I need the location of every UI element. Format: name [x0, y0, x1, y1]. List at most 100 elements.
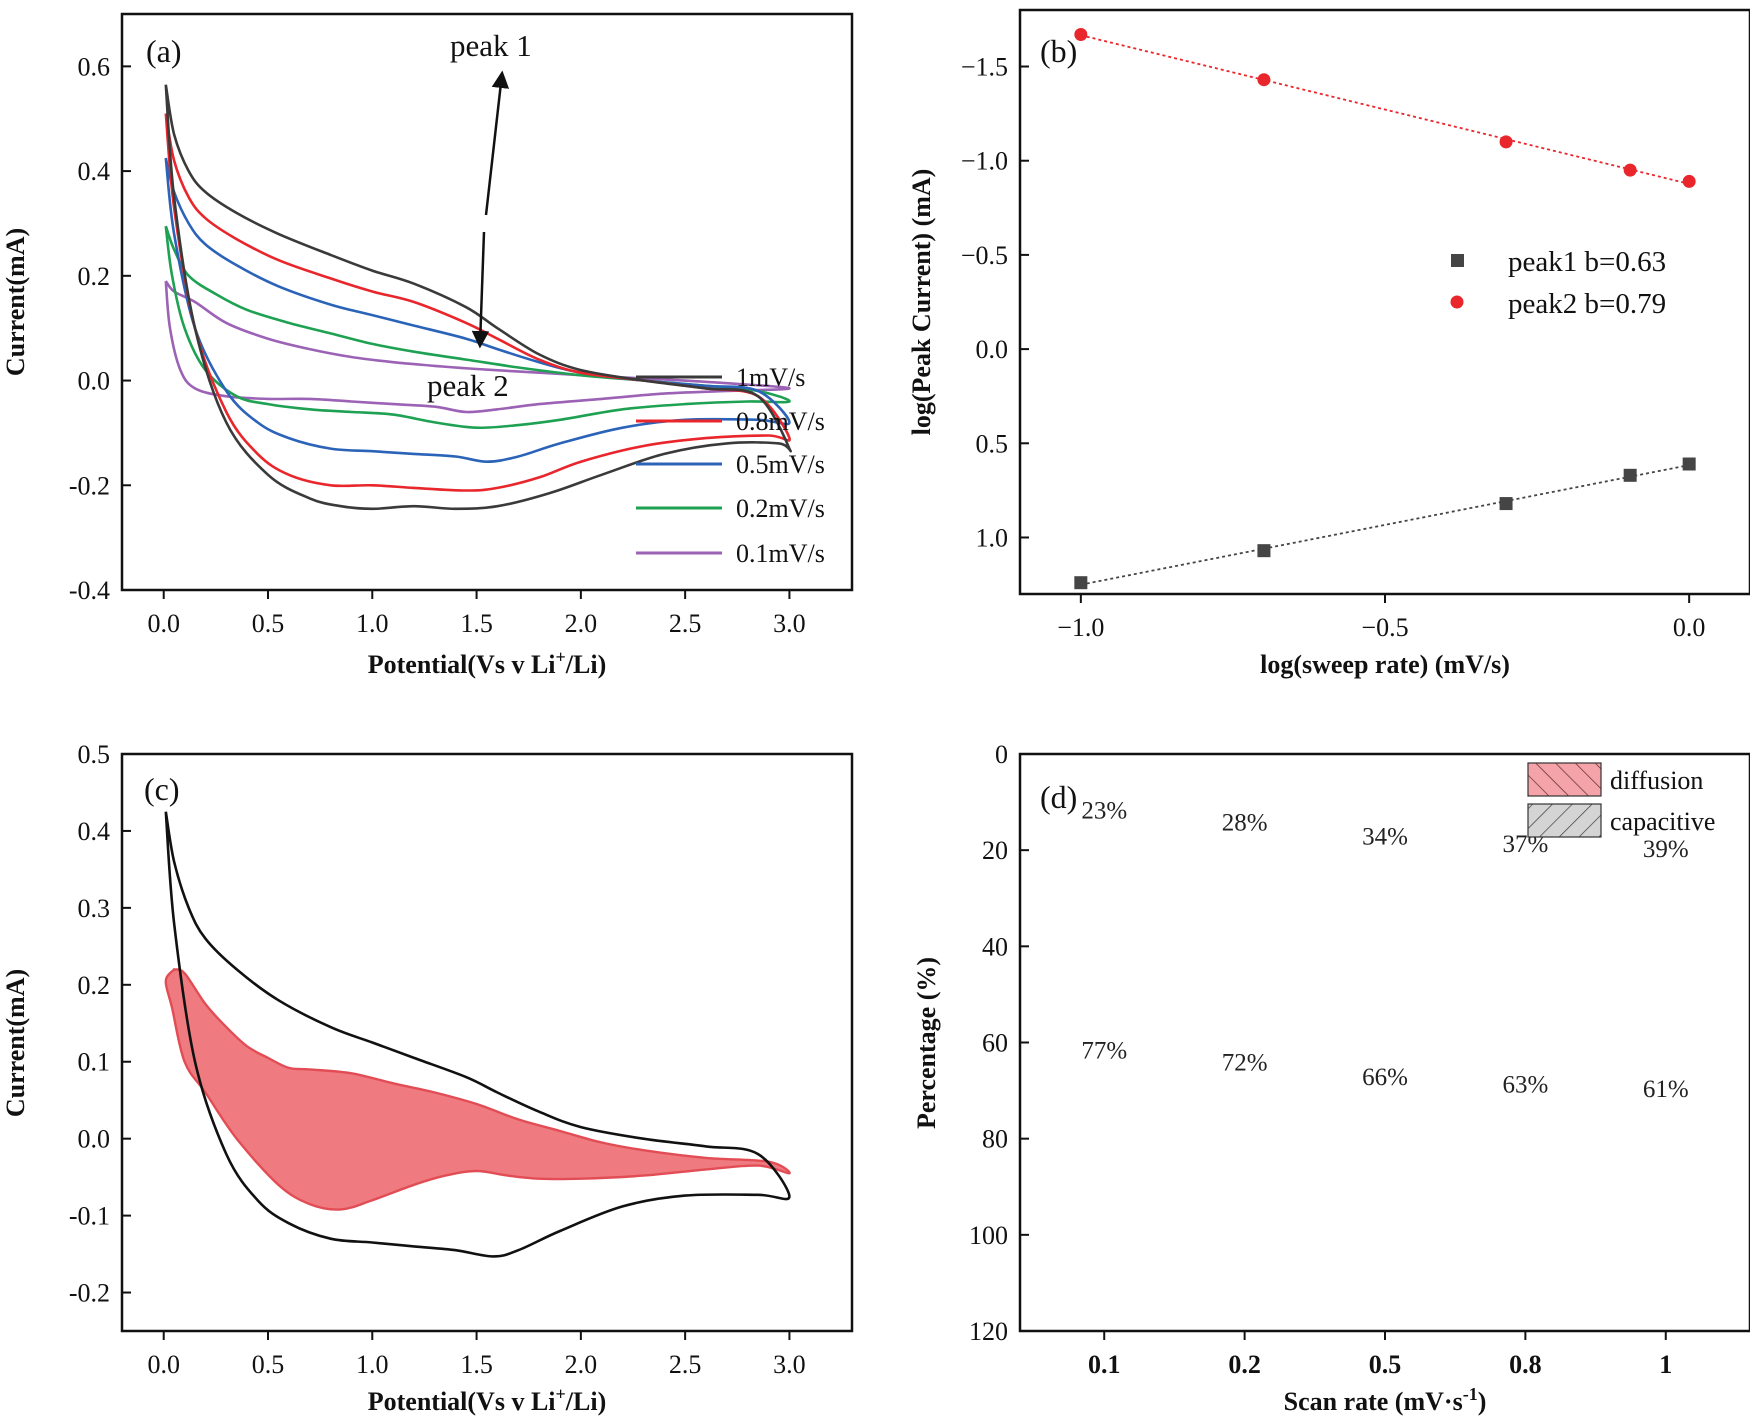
panel-c-ytick-label-0: -0.2	[69, 1279, 110, 1308]
panel-c-ytick-label-3: 0.1	[78, 1048, 111, 1077]
legend-entry-peak1: peak1 b=0.63	[1451, 246, 1666, 278]
panel-a-frame	[120, 12, 854, 592]
fit-line-1	[1080, 34, 1690, 185]
panel-a-xtick-label-2: 1.0	[356, 609, 389, 638]
panel-b-xtick-label-0: −1.0	[1057, 613, 1104, 642]
panel-b-data	[1074, 27, 1696, 590]
panel-a-ytick-label-2: 0.0	[78, 367, 111, 396]
peak1-point-3	[1623, 468, 1637, 482]
legend-swatch-capacitive	[1527, 803, 1602, 838]
legend-label-peak2: peak2 b=0.79	[1508, 288, 1666, 320]
panel-b-ticks: 1.0 0.5 0.0 −0.5 −1.0 −1.5 −1.0 −0.5 0.0	[961, 53, 1706, 642]
legend-entry-peak2: peak2 b=0.79	[1450, 288, 1666, 320]
legend-label-0.2mv: 0.2mV/s	[736, 494, 825, 523]
diffusion-label-4: 61%	[1643, 1076, 1689, 1103]
panel-b-ytick-label-0: 1.0	[976, 523, 1009, 552]
panel-a-ytick-label-1: -0.2	[69, 471, 110, 500]
panel-a-label: (a)	[146, 33, 182, 69]
panel-b-xlabel: log(sweep rate) (mV/s)	[1260, 650, 1510, 679]
panel-c-ytick-label-6: 0.4	[78, 817, 111, 846]
panel-a-xtick-label-1: 0.5	[252, 609, 285, 638]
legend-label-diffusion: diffusion	[1610, 766, 1703, 795]
panel-a-legend: 1mV/s 0.8mV/s 0.5mV/s 0.2mV/s 0.1mV/s	[636, 363, 825, 568]
panel-b-xtick-label-1: −0.5	[1361, 613, 1408, 642]
panel-d-xtick-label-0: 0.1	[1088, 1350, 1121, 1379]
panel-b-ytick-label-3: −0.5	[961, 241, 1008, 270]
panel-d-ytick-label-3: 60	[982, 1029, 1008, 1058]
panel-c-xtick-label-6: 3.0	[773, 1350, 806, 1379]
panel-a-xtick-label-0: 0.0	[147, 609, 180, 638]
peak1-arrow	[484, 70, 510, 216]
legend-entry-0.8mv: 0.8mV/s	[636, 407, 825, 436]
panel-c-xtick-label-2: 1.0	[356, 1350, 389, 1379]
peak2-annotation: peak 2	[427, 368, 509, 403]
panel-c: -0.2 -0.1 0.0 0.1 0.2 0.3 0.4 0.5 0.0 0.5 1.0 1.5 2.…	[1, 740, 854, 1416]
panel-d-label: (d)	[1040, 779, 1077, 815]
peak1-point-0	[1074, 576, 1088, 590]
legend-label-peak1: peak1 b=0.63	[1508, 246, 1666, 278]
capacitive-label-4: 39%	[1643, 836, 1689, 863]
legend-entry-1mv: 1mV/s	[636, 363, 805, 392]
peak1-point-1	[1257, 544, 1271, 558]
cv-curve-0	[164, 84, 793, 511]
peak2-point-2	[1499, 135, 1513, 149]
panel-a-ytick-label-0: -0.4	[69, 576, 110, 605]
panel-d-xtick-label-1: 0.2	[1228, 1350, 1261, 1379]
panel-d-ytick-label-4: 80	[982, 1125, 1008, 1154]
panel-b-ytick-label-5: −1.5	[961, 53, 1008, 82]
panel-d-xtick-label-2: 0.5	[1369, 1350, 1402, 1379]
capacitive-label-2: 34%	[1362, 824, 1408, 851]
panel-a-xtick-label-3: 1.5	[460, 609, 493, 638]
panel-b-label: (b)	[1040, 33, 1077, 69]
panel-c-label: (c)	[144, 771, 180, 807]
legend-label-0.8mv: 0.8mV/s	[736, 407, 825, 436]
panel-c-xtick-label-4: 2.0	[565, 1350, 598, 1379]
panel-c-xtick-label-0: 0.0	[147, 1350, 180, 1379]
panel-c-ticks: -0.2 -0.1 0.0 0.1 0.2 0.3 0.4 0.5 0.0 0.5 1.0 1.5 2.…	[69, 740, 806, 1379]
panel-a-curves	[164, 84, 793, 511]
panel-c-ytick-label-1: -0.1	[69, 1202, 110, 1231]
peak2-point-4	[1682, 174, 1696, 188]
diffusion-label-1: 72%	[1222, 1050, 1268, 1077]
legend-label-1mv: 1mV/s	[736, 363, 805, 392]
panel-a-ytick-label-5: 0.6	[78, 52, 111, 81]
panel-c-ylabel: Current(mA)	[1, 969, 30, 1117]
capacitive-label-0: 23%	[1081, 797, 1127, 824]
panel-d-ytick-label-1: 20	[982, 836, 1008, 865]
capacitive-label-1: 28%	[1222, 809, 1268, 836]
panel-d-xtick-label-3: 0.8	[1509, 1350, 1542, 1379]
legend-marker-peak1	[1451, 254, 1464, 267]
peak1-annotation: peak 1	[450, 28, 532, 63]
capacitive-fill-area	[164, 967, 791, 1211]
panel-d-ytick-label-6: 120	[969, 1317, 1008, 1346]
panel-d-ytick-label-2: 40	[982, 932, 1008, 961]
diffusion-label-3: 63%	[1502, 1071, 1548, 1098]
panel-a-ytick-label-3: 0.2	[78, 262, 111, 291]
panel-b-ytick-label-4: −1.0	[961, 147, 1008, 176]
panel-b-ytick-label-1: 0.5	[976, 429, 1009, 458]
panel-b-ytick-label-2: 0.0	[976, 335, 1009, 364]
peak1-point-4	[1682, 457, 1696, 471]
panel-b-legend: peak1 b=0.63 peak2 b=0.79	[1450, 246, 1666, 320]
legend-entry-0.1mv: 0.1mV/s	[636, 539, 825, 568]
peak2-point-0	[1074, 27, 1088, 41]
cv-curve-1	[164, 113, 791, 492]
legend-entry-0.5mv: 0.5mV/s	[636, 450, 825, 479]
panel-a-ytick-label-4: 0.4	[78, 157, 111, 186]
panel-d-ylabel: Percentage (%)	[912, 957, 941, 1129]
fit-line-0	[1080, 464, 1690, 586]
legend-entry-capacitive: capacitive	[1527, 803, 1715, 838]
diffusion-label-2: 66%	[1362, 1064, 1408, 1091]
total-cv-outline	[164, 811, 791, 1258]
peak2-arrow	[471, 231, 490, 349]
panel-a: -0.4 -0.2 0.0 0.2 0.4 0.6 0.0 0.5 1.0 1.5 2.0 2.5 3.…	[1, 12, 854, 679]
panel-d: 0 20 40 60 80 100 120 0.1 0.2 0.5 0.8 1 77% 23% 72% 28…	[912, 740, 1750, 1416]
legend-label-0.5mv: 0.5mV/s	[736, 450, 825, 479]
panel-d-xlabel: Scan rate (mV·s-1)	[1284, 1384, 1487, 1416]
panel-a-xtick-label-6: 3.0	[773, 609, 806, 638]
panel-c-ytick-label-5: 0.3	[78, 894, 111, 923]
legend-marker-peak2	[1450, 295, 1464, 309]
legend-label-capacitive: capacitive	[1610, 807, 1715, 836]
panel-a-xtick-label-5: 2.5	[669, 609, 702, 638]
